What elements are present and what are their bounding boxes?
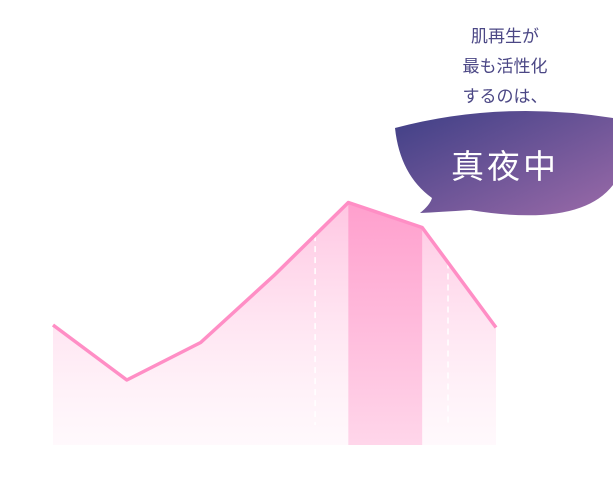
highlight <box>348 202 423 445</box>
annotation-line: 肌再生が <box>471 27 539 47</box>
line <box>51 200 498 382</box>
callout: 真夜中 <box>451 147 559 186</box>
speech-bubble <box>395 110 613 216</box>
annotation-line: 最も活性化 <box>463 57 548 77</box>
annotation-line: するのは、 <box>463 87 548 107</box>
plot <box>51 200 498 445</box>
